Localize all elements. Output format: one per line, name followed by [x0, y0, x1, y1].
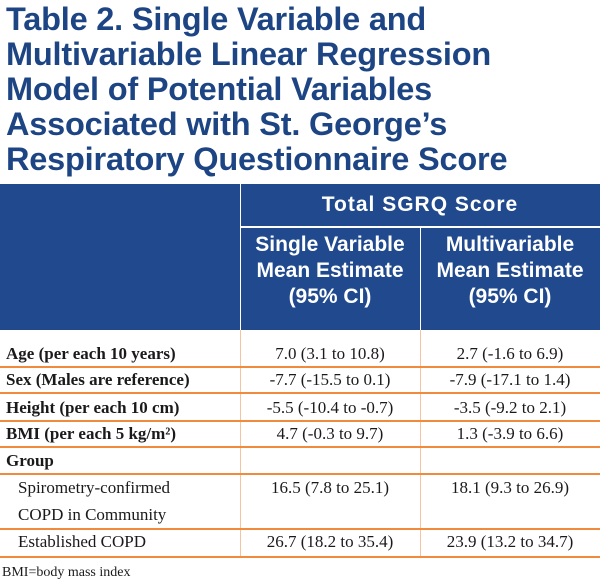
title-line: Respiratory Questionnaire Score — [6, 141, 508, 177]
row-rule — [0, 420, 600, 422]
row-label: Established COPD — [18, 532, 146, 551]
header-divider — [240, 228, 241, 330]
multi-estimate: -3.5 (-9.2 to 2.1) — [453, 398, 567, 417]
single-estimate: 16.5 (7.8 to 25.1) — [270, 478, 390, 497]
single-estimate: 26.7 (18.2 to 35.4) — [266, 532, 394, 551]
title-line: Associated with St. George’s — [6, 106, 448, 142]
multi-estimate: 18.1 (9.3 to 26.9) — [450, 478, 570, 497]
row-rule — [0, 556, 600, 558]
table-header: Total SGRQ Score Single Variable Mean Es… — [0, 184, 600, 330]
header-divider — [240, 184, 241, 226]
multi-estimate: 1.3 (-3.9 to 6.6) — [456, 424, 564, 443]
column-header-line: (95% CI) — [468, 285, 552, 308]
table-title: Table 2. Single Variable and Multivariab… — [6, 2, 596, 177]
column-group-header: Total SGRQ Score — [321, 193, 519, 216]
single-estimate: 7.0 (3.1 to 10.8) — [275, 344, 385, 363]
row-label: Age (per each 10 years) — [6, 344, 176, 363]
column-divider — [240, 330, 241, 558]
row-label: Group — [6, 451, 54, 470]
column-divider — [420, 330, 421, 558]
row-rule — [0, 446, 600, 448]
row-label: BMI (per each 5 kg/m²) — [6, 424, 177, 443]
single-estimate: -5.5 (-10.4 to -0.7) — [266, 398, 394, 417]
column-header-multivariable: Multivariable Mean Estimate (95% CI) — [420, 232, 600, 310]
title-line: Table 2. Single Variable and — [6, 1, 427, 37]
row-rule — [0, 392, 600, 394]
column-header-line: Multivariable — [445, 233, 575, 256]
title-line: Multivariable Linear Regression — [6, 36, 492, 72]
footnote: BMI=body mass index — [2, 565, 131, 580]
multi-estimate: -7.9 (-17.1 to 1.4) — [449, 370, 571, 389]
header-rule — [240, 226, 600, 228]
single-estimate: 4.7 (-0.3 to 9.7) — [276, 424, 384, 443]
row-rule — [0, 528, 600, 530]
row-label: Height (per each 10 cm) — [6, 398, 180, 417]
single-estimate: -7.7 (-15.5 to 0.1) — [269, 370, 391, 389]
row-label: Spirometry-confirmed — [18, 478, 171, 497]
row-label: COPD in Community — [18, 505, 167, 524]
header-divider — [420, 228, 421, 330]
multi-estimate: 23.9 (13.2 to 34.7) — [446, 532, 574, 551]
column-header-line: Mean Estimate — [436, 259, 584, 282]
row-label: Sex (Males are reference) — [6, 370, 190, 389]
column-header-line: (95% CI) — [288, 285, 372, 308]
multi-estimate: 2.7 (-1.6 to 6.9) — [456, 344, 564, 363]
column-header-line: Single Variable — [255, 233, 405, 256]
row-rule — [0, 366, 600, 368]
row-rule — [0, 473, 600, 475]
title-line: Model of Potential Variables — [6, 71, 433, 107]
column-header-line: Mean Estimate — [256, 259, 404, 282]
column-header-single-variable: Single Variable Mean Estimate (95% CI) — [240, 232, 420, 310]
